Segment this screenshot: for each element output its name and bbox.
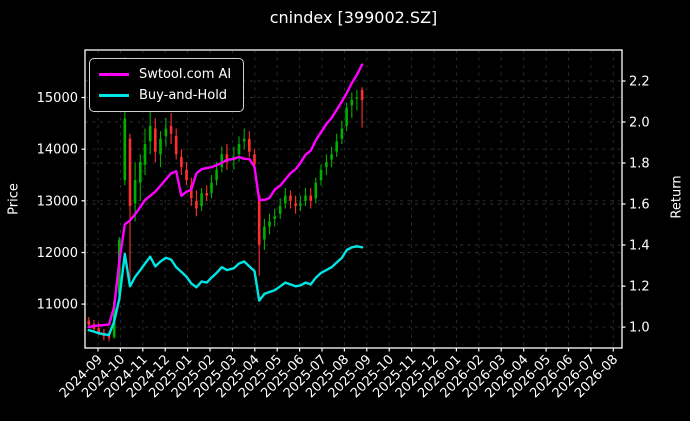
- candle-body: [97, 328, 100, 333]
- legend-label-bh: Buy-and-Hold: [139, 88, 228, 103]
- candle-body: [268, 221, 271, 227]
- y-axis-label-left: Price: [6, 183, 22, 215]
- candle-body: [330, 154, 333, 160]
- return-tick-label: 1.8: [629, 157, 650, 172]
- return-tick-label: 2.0: [629, 116, 650, 131]
- candle-body: [87, 320, 91, 325]
- legend-item-bh: Buy-and-Hold: [99, 85, 231, 106]
- return-tick-label: 1.6: [629, 198, 650, 213]
- candle-body: [185, 169, 188, 181]
- price-tick-label: 12000: [37, 246, 78, 261]
- candle-body: [242, 138, 246, 142]
- return-tick-label: 1.0: [629, 321, 650, 336]
- candle-body: [314, 182, 318, 199]
- candle-body: [284, 195, 287, 204]
- candle-body: [215, 169, 218, 181]
- candle-body: [335, 141, 338, 152]
- candle-body: [294, 203, 297, 206]
- candle-body: [200, 193, 203, 206]
- candle-body: [263, 226, 266, 240]
- candle-body: [304, 195, 307, 201]
- candle-body: [133, 180, 137, 204]
- candle-body: [237, 144, 241, 155]
- candle-body: [139, 162, 142, 183]
- candle-body: [220, 154, 224, 168]
- candle-body: [289, 195, 292, 201]
- candle-body: [148, 125, 152, 142]
- candle-body: [257, 195, 261, 245]
- candle-body: [164, 128, 168, 137]
- candle-body: [154, 128, 157, 152]
- candle-body: [107, 335, 111, 338]
- price-tick-label: 14000: [37, 143, 78, 158]
- bh-line-swatch: [99, 93, 129, 98]
- candle-body: [190, 185, 193, 199]
- ai-line-swatch: [99, 72, 129, 77]
- candle-body: [195, 200, 198, 209]
- plot-border: [84, 49, 623, 349]
- candle-body: [345, 107, 348, 126]
- candle-body: [278, 206, 282, 214]
- candle-body: [350, 100, 354, 106]
- candle-body: [159, 138, 162, 155]
- candle-body: [143, 144, 147, 165]
- candle-body: [180, 156, 183, 168]
- candle-body: [174, 136, 178, 155]
- candle-body: [169, 125, 173, 134]
- legend-label-ai: Swtool.com AI: [139, 67, 232, 82]
- y-axis-label-right: Return: [669, 175, 685, 219]
- candle-body: [123, 118, 127, 181]
- return-tick-label: 1.4: [629, 239, 650, 254]
- candle-body: [325, 162, 328, 168]
- candle-body: [253, 154, 256, 165]
- candle-body: [355, 97, 359, 99]
- candle-body: [319, 169, 323, 181]
- price-tick-label: 11000: [37, 298, 78, 313]
- candle-body: [309, 195, 312, 201]
- return-tick-label: 2.2: [629, 75, 650, 90]
- price-tick-label: 13000: [37, 194, 78, 209]
- candle-body: [128, 138, 132, 206]
- candle-body: [205, 193, 208, 196]
- candle-body: [248, 138, 251, 152]
- candle-body: [210, 182, 213, 194]
- return-tick-label: 1.2: [629, 280, 650, 295]
- candle-body: [299, 203, 302, 206]
- price-tick-label: 15000: [37, 91, 78, 106]
- candle-body: [273, 216, 276, 219]
- candle-body: [340, 128, 344, 139]
- chart-title: cnindex [399002.SZ]: [269, 8, 438, 27]
- candle-body: [360, 89, 364, 101]
- buy-and-hold-line: [87, 245, 364, 337]
- legend-item-ai: Swtool.com AI: [99, 64, 231, 85]
- legend: Swtool.com AI Buy-and-Hold: [89, 58, 245, 112]
- candle-body: [225, 154, 229, 163]
- ai-strategy-line: [87, 63, 364, 329]
